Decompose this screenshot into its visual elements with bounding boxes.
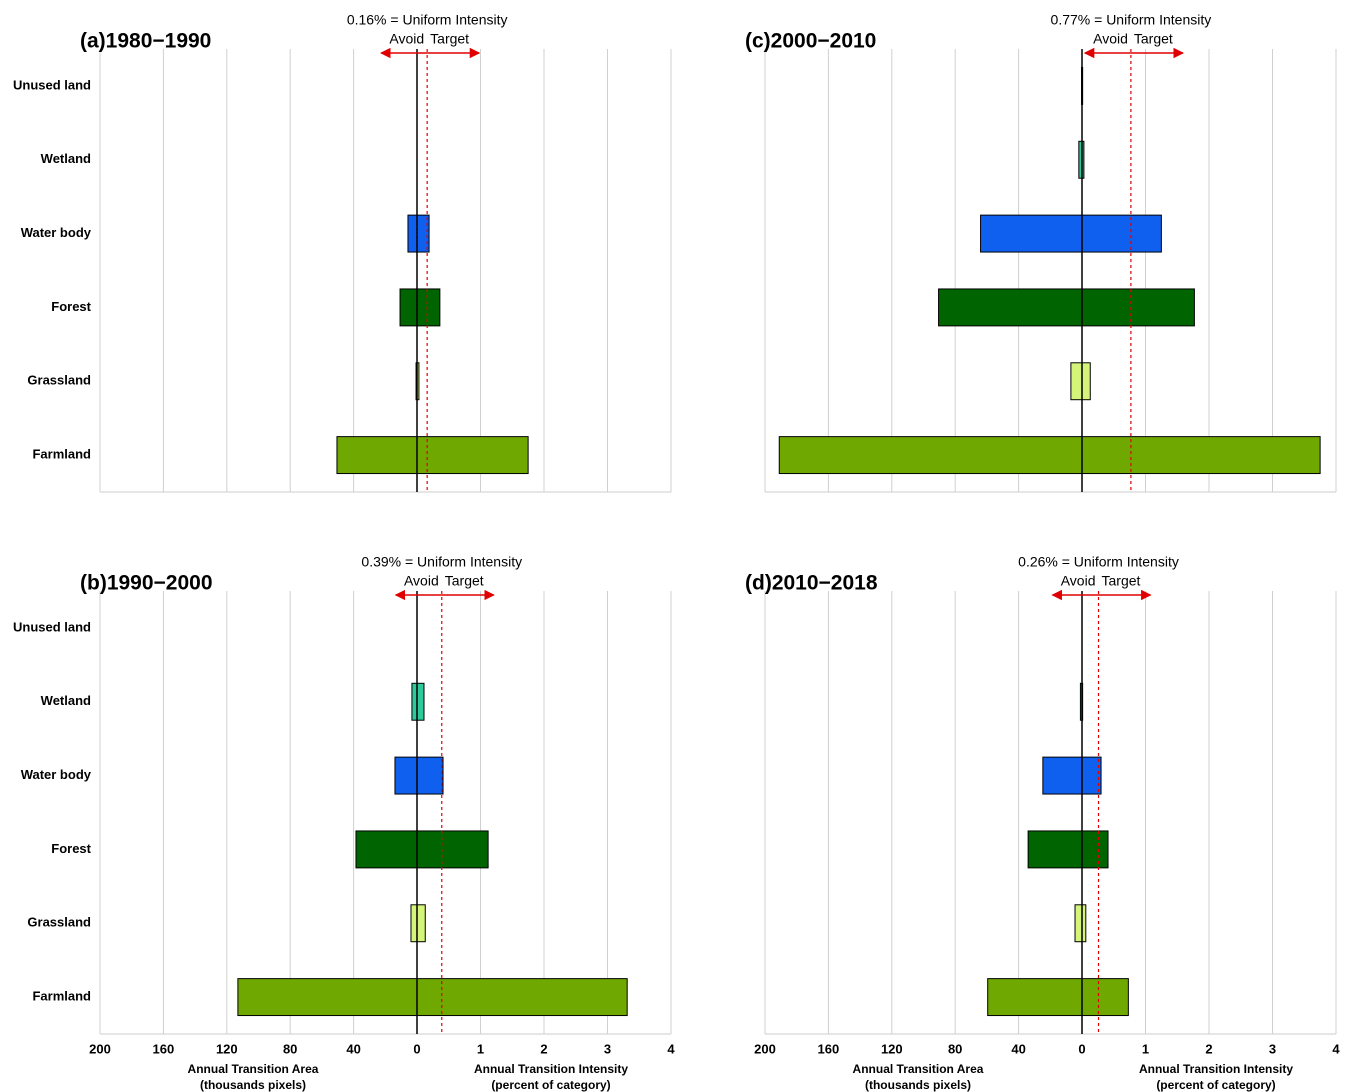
avoid-label: Avoid xyxy=(1093,31,1128,47)
x-tick-label: 2 xyxy=(1205,1041,1212,1056)
intensity-bar xyxy=(1081,288,1195,327)
area-bar xyxy=(1042,756,1083,795)
panel: Unused land Wetland Water body Forest Grassl… xyxy=(13,12,672,493)
x-tick-label: 120 xyxy=(216,1041,238,1056)
target-label: Target xyxy=(430,31,469,47)
uniform-label: 0.39% = Uniform Intensity xyxy=(361,554,522,570)
x-tick-label: 40 xyxy=(1011,1041,1025,1056)
uniform-label: 0.77% = Uniform Intensity xyxy=(1051,12,1212,28)
area-bar xyxy=(336,436,418,475)
x-axis-label: Annual Transition Intensity xyxy=(474,1062,628,1076)
area-bar xyxy=(237,978,418,1017)
avoid-label: Avoid xyxy=(1061,573,1096,589)
panel-title: (d)2010−2018 xyxy=(745,572,878,595)
category-label: Farmland xyxy=(32,989,91,1004)
category-label: Farmland xyxy=(32,447,91,462)
category-label: Water body xyxy=(21,225,92,240)
category-label: Grassland xyxy=(27,373,91,388)
x-tick-label: 3 xyxy=(604,1041,611,1056)
x-tick-label: 4 xyxy=(667,1041,675,1056)
x-tick-label: 80 xyxy=(948,1041,962,1056)
x-tick-label: 4 xyxy=(1332,1041,1340,1056)
uniform-label: 0.16% = Uniform Intensity xyxy=(347,12,508,28)
x-tick-label: 0 xyxy=(1078,1041,1085,1056)
intensity-bar xyxy=(1081,362,1091,401)
intensity-bar xyxy=(416,830,489,869)
category-label: Wetland xyxy=(41,151,91,166)
x-tick-label: 1 xyxy=(1142,1041,1149,1056)
x-axis-label: (percent of category) xyxy=(1156,1078,1275,1092)
x-axis-label: Annual Transition Area xyxy=(853,1062,984,1076)
intensity-bar xyxy=(416,288,441,327)
area-bar xyxy=(1074,904,1083,943)
x-tick-label: 160 xyxy=(818,1041,840,1056)
x-tick-label: 200 xyxy=(754,1041,776,1056)
x-axis-label: (percent of category) xyxy=(491,1078,610,1092)
category-label: Water body xyxy=(21,767,92,782)
category-label: Unused land xyxy=(13,77,91,92)
area-bar xyxy=(938,288,1083,327)
intensity-bar xyxy=(1081,756,1102,795)
area-bar xyxy=(1027,830,1083,869)
intensity-bar xyxy=(1081,436,1321,475)
panel: 200 160 120 80 40 0 1 2 3 4 Unused land Wetland Wate… xyxy=(13,554,675,1092)
intensity-bar xyxy=(416,436,529,475)
area-bar xyxy=(394,756,418,795)
x-axis-label: (thousands pixels) xyxy=(865,1078,971,1092)
area-bar xyxy=(987,978,1083,1017)
category-label: Forest xyxy=(51,299,91,314)
intensity-bar xyxy=(1081,214,1162,253)
intensity-bar xyxy=(416,214,430,253)
category-label: Forest xyxy=(51,841,91,856)
area-bar xyxy=(407,214,418,253)
x-tick-label: 3 xyxy=(1269,1041,1276,1056)
uniform-label: 0.26% = Uniform Intensity xyxy=(1018,554,1179,570)
area-bar xyxy=(411,682,418,721)
intensity-bar xyxy=(416,756,444,795)
target-label: Target xyxy=(1102,573,1141,589)
area-bar xyxy=(980,214,1083,253)
panel: 200 160 120 80 40 0 1 2 3 4 0.26% = Uniform Intens… xyxy=(745,554,1340,1092)
target-label: Target xyxy=(1134,31,1173,47)
x-tick-label: 160 xyxy=(153,1041,175,1056)
x-axis-label: Annual Transition Area xyxy=(188,1062,319,1076)
target-label: Target xyxy=(445,573,484,589)
intensity-bar xyxy=(416,904,426,943)
category-label: Unused land xyxy=(13,619,91,634)
x-tick-label: 2 xyxy=(540,1041,547,1056)
x-axis-label: (thousands pixels) xyxy=(200,1078,306,1092)
area-bar xyxy=(1070,362,1083,401)
x-tick-label: 0 xyxy=(413,1041,420,1056)
area-bar xyxy=(778,436,1083,475)
x-tick-label: 120 xyxy=(881,1041,903,1056)
x-tick-label: 40 xyxy=(346,1041,360,1056)
intensity-bar xyxy=(416,682,425,721)
intensity-bar xyxy=(416,978,628,1017)
panel-title: (a)1980−1990 xyxy=(80,30,211,53)
area-bar xyxy=(399,288,418,327)
x-tick-label: 1 xyxy=(477,1041,484,1056)
category-label: Grassland xyxy=(27,915,91,930)
panel: 0.77% = Uniform Intensity Avoid Target (c)2… xyxy=(745,12,1337,493)
avoid-label: Avoid xyxy=(404,573,439,589)
x-tick-label: 200 xyxy=(89,1041,111,1056)
x-tick-label: 80 xyxy=(283,1041,297,1056)
avoid-label: Avoid xyxy=(389,31,424,47)
area-bar xyxy=(355,830,418,869)
panel-title: (c)2000−2010 xyxy=(745,30,876,53)
panel-title: (b)1990−2000 xyxy=(80,572,213,595)
intensity-bar xyxy=(1081,830,1109,869)
intensity-bar xyxy=(1081,978,1129,1017)
category-label: Wetland xyxy=(41,693,91,708)
area-bar xyxy=(410,904,418,943)
x-axis-label: Annual Transition Intensity xyxy=(1139,1062,1293,1076)
